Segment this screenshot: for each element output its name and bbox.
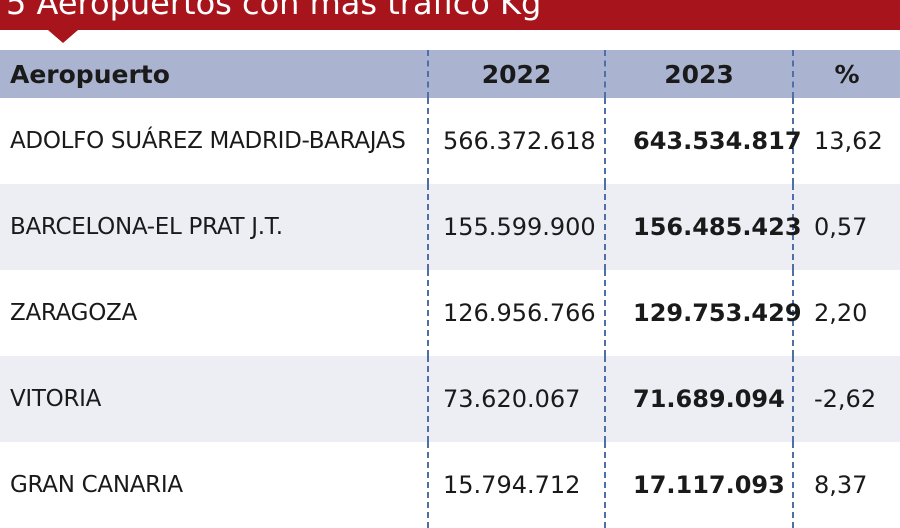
value-2022: 73.620.067 [428, 356, 606, 442]
header-percent: % [793, 50, 900, 98]
airport-name: VITORIA [0, 356, 429, 442]
value-2023: 129.753.429 [605, 270, 802, 356]
value-2023: 643.534.817 [605, 98, 802, 184]
airport-name: ADOLFO SUÁREZ MADRID-BARAJAS [0, 98, 429, 184]
airport-name: ZARAGOZA [0, 270, 429, 356]
table-row: BARCELONA-EL PRAT J.T. 155.599.900 156.4… [0, 184, 900, 270]
value-percent: 8,37 [814, 471, 868, 499]
table-row: GRAN CANARIA 15.794.712 17.117.093 8,37 [0, 442, 900, 528]
table-row: ADOLFO SUÁREZ MADRID-BARAJAS 566.372.618… [0, 98, 900, 184]
title-pointer [48, 30, 78, 43]
title-bar: 5 Aeropuertos con más tráfico Kg [0, 0, 900, 43]
header-2022: 2022 [428, 50, 606, 98]
value-2022: 126.956.766 [428, 270, 606, 356]
value-2023: 156.485.423 [605, 184, 802, 270]
page-title: 5 Aeropuertos con más tráfico Kg [6, 0, 542, 22]
value-percent: 2,20 [814, 299, 868, 327]
airport-traffic-table: Aeropuerto 2022 2023 % ADOLFO SUÁREZ MAD… [0, 50, 900, 528]
header-2023: 2023 [605, 50, 794, 98]
airport-name: BARCELONA-EL PRAT J.T. [0, 184, 429, 270]
value-2022: 566.372.618 [428, 98, 606, 184]
header-row: Aeropuerto 2022 2023 % [0, 50, 900, 98]
table-row: VITORIA 73.620.067 71.689.094 -2,62 [0, 356, 900, 442]
value-2022: 155.599.900 [428, 184, 606, 270]
table-row: ZARAGOZA 126.956.766 129.753.429 2,20 [0, 270, 900, 356]
airport-name: GRAN CANARIA [0, 442, 429, 528]
value-percent: 0,57 [793, 184, 900, 270]
value-2023: 17.117.093 [605, 442, 794, 528]
value-2022: 15.794.712 [428, 442, 606, 528]
value-percent: 13,62 [814, 127, 883, 155]
header-airport: Aeropuerto [0, 50, 429, 98]
value-2023: 71.689.094 [605, 356, 794, 442]
value-percent: -2,62 [793, 356, 900, 442]
